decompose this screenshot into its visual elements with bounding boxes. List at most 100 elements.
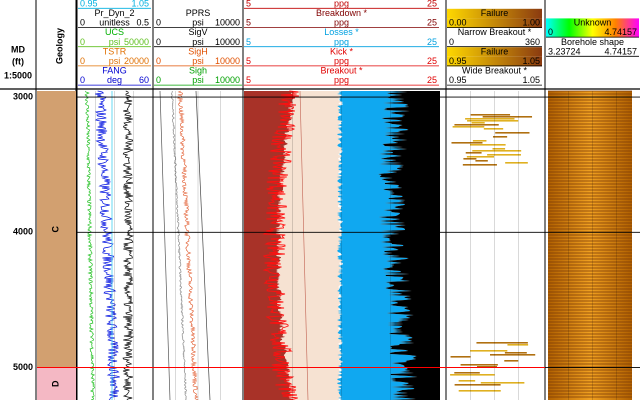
scale-label: deg (107, 75, 122, 85)
margin-fill (275, 91, 342, 400)
scale-label: psi (192, 56, 204, 66)
scale-label: psi (109, 56, 121, 66)
scale-label: ppg (334, 0, 349, 8)
curve-name: Kick * (330, 46, 354, 56)
curve-name: Sigh (189, 66, 207, 76)
curve-name: UCS (105, 27, 124, 37)
scale-label: 0 (156, 18, 161, 28)
scale-label: 4.74157 (604, 27, 637, 37)
scale-label: ppg (334, 56, 349, 66)
curve-name: Unknown (574, 18, 612, 28)
curve-name: Borehole shape (561, 37, 624, 47)
scale-label: 1.05 (131, 0, 149, 8)
scale-label: 0 (80, 37, 85, 47)
scale-label: 3.23724 (548, 46, 581, 56)
scale-label: 10000 (215, 56, 240, 66)
curve-name: Breakout * (320, 66, 363, 76)
scale-label: 25 (427, 75, 437, 85)
scale-label: psi (192, 75, 204, 85)
sigv-curve (170, 90, 187, 400)
breakout-band (472, 140, 487, 142)
scale-label: 0 (449, 37, 454, 47)
breakout-band (458, 380, 476, 382)
breakout-band (458, 390, 501, 392)
header-swatch (546, 18, 639, 28)
scale-label: 5 (246, 56, 251, 66)
breakout-band (467, 120, 519, 122)
geology-title: Geology (54, 28, 64, 64)
breakout-band (487, 154, 521, 156)
scale-label: 5 (246, 18, 251, 28)
breakout-band (483, 128, 504, 130)
breakout-band (470, 144, 506, 146)
curve-name: PPRS (186, 8, 211, 18)
breakout-band (462, 164, 497, 166)
breakout-band (476, 366, 497, 368)
breakout-band (475, 160, 488, 162)
curve-name: Failure (481, 8, 509, 18)
scale-label: 360 (525, 37, 540, 47)
curve-name: Failure (481, 46, 509, 56)
breakout-band (451, 142, 483, 144)
scale-label: 10000 (215, 75, 240, 85)
breakout-band (454, 372, 480, 374)
borehole (548, 91, 632, 400)
depth-label: 3000 (13, 91, 33, 101)
scale-label: 0 (548, 27, 553, 37)
breakout-band (504, 352, 527, 354)
zone (37, 367, 76, 400)
scale-label: 0 (80, 56, 85, 66)
breakout-band (450, 374, 495, 376)
breakout-band (480, 382, 525, 384)
scale-label: 0.95 (449, 75, 467, 85)
scale-label: 5 (246, 37, 251, 47)
scale-label: 1.05 (522, 56, 540, 66)
breakout-band (470, 114, 511, 116)
scale-label: ppg (334, 18, 349, 28)
scale-label: 5 (246, 0, 251, 8)
curve-name: Losses * (324, 27, 359, 37)
breakout-band (492, 148, 506, 150)
zone-label: D (50, 380, 60, 387)
scale-label: 60 (139, 75, 149, 85)
breakout-band (504, 360, 519, 362)
scale-label: 25 (427, 0, 437, 8)
curve-name: FANG (102, 66, 127, 76)
mud-weight (299, 90, 309, 400)
scale-label: psi (192, 37, 204, 47)
breakout-band (507, 344, 529, 346)
scale-label: ppg (334, 75, 349, 85)
zone (37, 91, 76, 368)
breakout-band (466, 156, 495, 158)
breakdown-fill (244, 91, 296, 400)
scale-label: 50000 (124, 37, 149, 47)
breakout-band (450, 356, 471, 358)
scale-label: 25 (427, 18, 437, 28)
scale-label: 25 (427, 56, 437, 66)
md-label: MD (11, 44, 25, 54)
breakout-band (495, 132, 530, 134)
scale-label: 0.5 (136, 18, 149, 28)
breakout-band (471, 122, 485, 124)
scale-label: 10000 (215, 37, 240, 47)
curve-name: Wide Breakout * (462, 66, 528, 76)
scale-label: 25 (427, 37, 437, 47)
breakout-band (465, 118, 515, 120)
curve-name: Pr_Dyn_2 (94, 8, 134, 18)
scale-label: 4.74157 (604, 46, 637, 56)
scale-label: 0.00 (449, 18, 467, 28)
scale-label: ppg (334, 37, 349, 47)
header-swatch (447, 8, 542, 19)
scale-label: 5 (246, 75, 251, 85)
pr-curve (122, 90, 135, 400)
breakout-band (452, 126, 485, 128)
breakout-band (476, 342, 528, 344)
md-unit: (ft) (12, 56, 24, 66)
scale-label: 0 (80, 75, 85, 85)
scale-label: 0 (80, 18, 85, 28)
header-swatch (447, 47, 542, 57)
pprs-curve (159, 90, 171, 400)
losses-fill (337, 91, 418, 400)
breakout-band (465, 152, 482, 154)
